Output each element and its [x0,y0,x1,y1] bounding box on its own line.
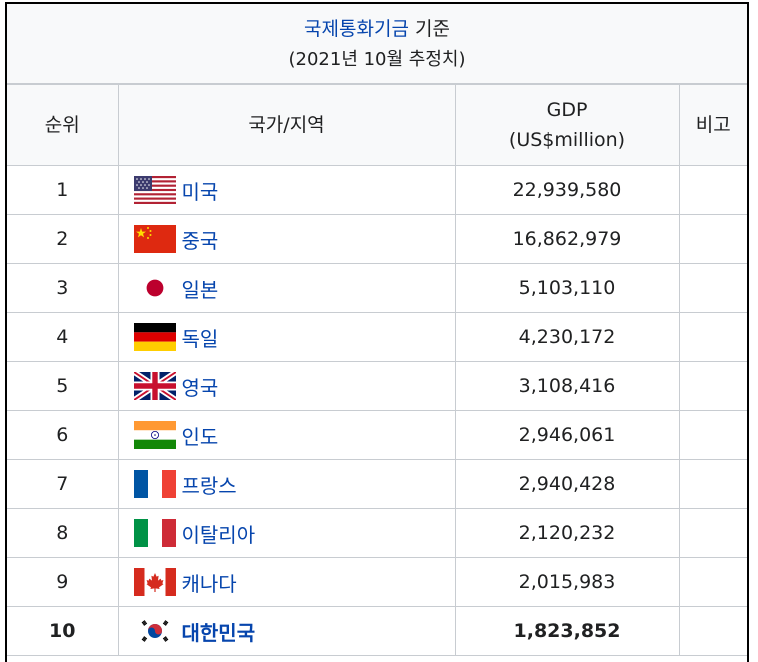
note-cell [678,410,747,460]
table-row: 2 중국 16,862,979 [7,214,747,264]
rank-cell: 7 [7,459,119,509]
caption-title: 국제통화기금 기준 [7,15,747,43]
header-row: 순위 국가/지역 GDP (US$million) 비고 [7,84,747,166]
note-cell [678,459,747,509]
rank-cell: 8 [7,508,119,558]
table-row: 6 인도 2,946,061 [7,410,747,460]
gdp-table-frame: 국제통화기금 기준 (2021년 10월 추정치) 순위 국가/지역 GDP (U… [5,2,749,662]
country-cell: 영국 [117,361,456,411]
rank-cell: 10 [7,606,119,656]
rank-cell: 1 [7,165,119,215]
country-link[interactable]: 이탈리아 [181,522,256,547]
header-gdp-title: GDP [546,99,588,121]
country-link[interactable]: 영국 [181,375,219,400]
rank-cell: 4 [7,312,119,362]
note-cell [678,165,747,215]
country-cell: 이탈리아 [117,508,456,558]
country-link[interactable]: 독일 [181,326,219,351]
table-caption: 국제통화기금 기준 (2021년 10월 추정치) [7,4,747,84]
south-korea-flag-icon [133,617,176,645]
china-flag-icon [133,225,176,253]
note-cell [678,214,747,264]
gdp-cell: 2,120,232 [454,508,680,558]
country-cell: 대한민국 [117,606,456,656]
country-link[interactable]: 인도 [181,424,219,449]
header-gdp: GDP (US$million) [454,84,680,166]
header-rank: 순위 [7,84,119,166]
gdp-cell: 2,946,061 [454,410,680,460]
note-cell [678,557,747,607]
italy-flag-icon [133,519,176,547]
usa-flag-icon [133,176,176,204]
germany-flag-icon [133,323,176,351]
note-cell [678,606,747,656]
header-note: 비고 [678,84,747,166]
gdp-cell: 5,103,110 [454,263,680,313]
gdp-cell: 3,108,416 [454,361,680,411]
gdp-cell: 2,015,983 [454,557,680,607]
country-link[interactable]: 대한민국 [181,620,256,645]
rank-cell: 3 [7,263,119,313]
country-cell: 프랑스 [117,459,456,509]
country-link[interactable]: 미국 [181,179,219,204]
country-link[interactable]: 중국 [181,228,219,253]
rank-cell: 6 [7,410,119,460]
country-cell: 미국 [117,165,456,215]
country-cell: 중국 [117,214,456,264]
table-row: 5 영국 3,108,416 [7,361,747,411]
header-country: 국가/지역 [117,84,456,166]
header-gdp-unit: (US$million) [508,129,626,151]
gdp-table: 순위 국가/지역 GDP (US$million) 비고 1 미국 22,939,58… [7,84,747,656]
country-link[interactable]: 일본 [181,277,219,302]
country-cell: 독일 [117,312,456,362]
table-row: 4 독일 4,230,172 [7,312,747,362]
india-flag-icon [133,421,176,449]
rank-cell: 2 [7,214,119,264]
note-cell [678,263,747,313]
table-row: 1 미국 22,939,580 [7,165,747,215]
country-link[interactable]: 프랑스 [181,473,237,498]
table-row: 3 일본 5,103,110 [7,263,747,313]
caption-subtitle: (2021년 10월 추정치) [288,49,466,70]
gdp-cell: 1,823,852 [454,606,680,656]
table-row: 10 대한민국 1,823,852 [7,606,747,656]
rank-cell: 5 [7,361,119,411]
table-row: 7 프랑스 2,940,428 [7,459,747,509]
country-cell: 일본 [117,263,456,313]
gdp-cell: 4,230,172 [454,312,680,362]
country-cell: 캐나다 [117,557,456,607]
table-row: 9 캐나다 2,015,983 [7,557,747,607]
rank-cell: 9 [7,557,119,607]
gdp-cell: 2,940,428 [454,459,680,509]
country-link[interactable]: 캐나다 [181,571,237,596]
france-flag-icon [133,470,176,498]
note-cell [678,312,747,362]
uk-flag-icon [131,369,178,403]
country-cell: 인도 [117,410,456,460]
table-row: 8 이탈리아 2,120,232 [7,508,747,558]
canada-flag-icon [133,568,176,596]
gdp-cell: 22,939,580 [454,165,680,215]
note-cell [678,508,747,558]
gdp-cell: 16,862,979 [454,214,680,264]
note-cell [678,361,747,411]
imf-link[interactable]: 국제통화기금 [304,18,409,40]
japan-flag-icon [133,274,176,302]
caption-suffix: 기준 [408,18,450,40]
